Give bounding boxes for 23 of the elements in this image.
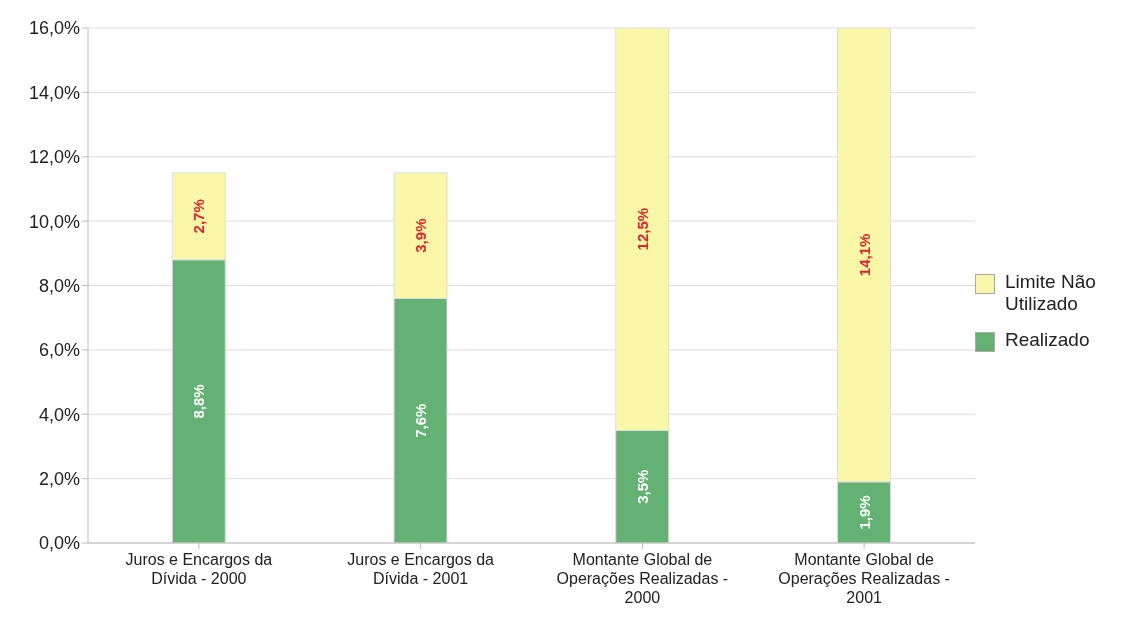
y-tick-label: 12,0% [28,147,80,168]
y-tick-label: 2,0% [38,469,80,490]
y-tick-label: 8,0% [38,275,80,296]
y-tick-label: 10,0% [28,211,80,232]
legend-label: Realizado [1005,328,1090,351]
data-label: 14,1% [855,233,873,277]
x-tick-label: Juros e Encargos da Dívida - 2001 [347,551,495,587]
data-label: 3,5% [633,469,651,504]
x-tick-label: Montante Global de Operações Realizadas - 2000 [556,551,729,606]
y-tick-label: 14,0% [28,82,80,103]
x-tick-label: Juros e Encargos da Dívida - 2000 [125,551,273,587]
data-label: 12,5% [633,207,651,251]
data-label: 3,9% [412,218,430,253]
legend-label: Limite Não Utilizado [1005,270,1097,315]
y-tick-label: 16,0% [28,18,80,39]
y-tick-label: 6,0% [38,340,80,361]
data-label: 8,8% [190,384,208,419]
x-tick-label: Montante Global de Operações Realizadas - 2001 [778,551,950,606]
data-label: 2,7% [190,199,208,234]
y-tick-label: 0,0% [38,533,80,554]
data-label: 1,9% [855,495,873,530]
y-tick-label: 4,0% [38,404,80,425]
data-label: 7,6% [412,403,430,438]
